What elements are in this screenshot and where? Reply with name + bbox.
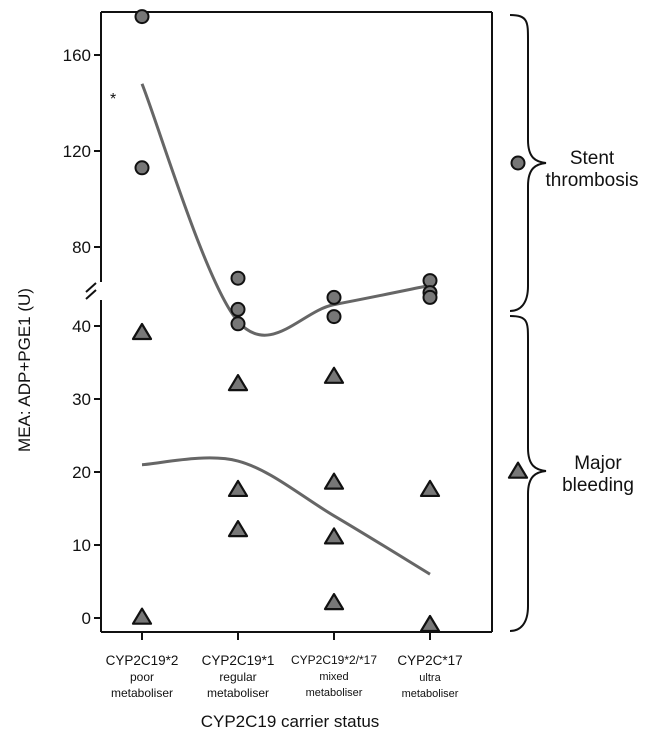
y-tick-label: 40 [72,317,91,336]
x-category-label: mixed [319,671,348,683]
x-category-label: metaboliser [111,686,173,700]
stent-thrombosis-point [230,301,246,317]
x-category-label: metaboliser [306,687,363,699]
stent-thrombosis-point [326,309,342,325]
major-bleeding-point [227,374,249,392]
plot-frame [85,11,493,633]
x-category-label: poor [130,670,154,684]
x-category-label: CYP2C19*2 [106,653,179,668]
y-tick-label: 10 [72,536,91,555]
legend-label: thrombosis [546,170,639,191]
major-bleeding-point [323,366,345,384]
significance-asterisk: * [110,91,116,108]
stent-thrombosis-point [134,160,150,176]
x-category-label: regular [219,670,256,684]
major-bleeding-point [419,479,441,498]
legend-triangle-marker [507,461,529,479]
major-bleeding-point [131,607,153,625]
major-bleeding-point [323,472,345,490]
data-points [131,9,441,633]
trend-line [140,83,431,337]
y-tick-label: 20 [72,463,91,482]
y-tick-label: 160 [63,46,91,65]
stent-thrombosis-point [134,9,150,25]
y-axis-ticks: 80 120 160 0 10 20 30 40 [63,46,101,628]
stent-thrombosis-point [326,289,342,305]
stent-thrombosis-point [230,316,246,332]
major-bleeding-point [227,519,249,538]
stent-thrombosis-point [422,289,438,305]
x-category-label: CYP2C19*1 [202,653,275,668]
axis-break-mark [85,282,97,300]
trend-lines [140,83,431,576]
x-category-label: metaboliser [207,686,269,700]
major-bleeding-point [227,479,249,498]
stent-thrombosis-point [230,270,246,286]
y-axis-title: MEA: ADP+PGE1 (U) [15,288,34,452]
x-category-label: metaboliser [402,688,459,700]
legend-label: Major [574,453,622,474]
major-bleeding-point [131,322,153,341]
x-category-label: ultra [419,672,441,684]
x-category-label: CYP2C*17 [397,653,462,668]
legend-label: Stent [570,148,615,169]
major-bleeding-point [323,592,345,611]
trend-line [141,456,431,576]
legend-brace-bleeding [509,315,547,632]
y-tick-label: 120 [63,142,91,161]
legend-circle-marker [510,155,526,171]
legend-brace-stent [509,14,547,312]
y-tick-label: 0 [82,609,91,628]
y-tick-label: 30 [72,390,91,409]
x-category-label: CYP2C19*2/*17 [291,653,377,667]
legend-label: bleeding [562,475,634,496]
major-bleeding-point [419,614,441,633]
x-axis-title: CYP2C19 carrier status [201,712,380,731]
major-bleeding-point [323,527,345,545]
x-axis-ticks: CYP2C19*2 poor metaboliser CYP2C19*1 regular… [106,632,463,700]
y-tick-label: 80 [72,238,91,257]
